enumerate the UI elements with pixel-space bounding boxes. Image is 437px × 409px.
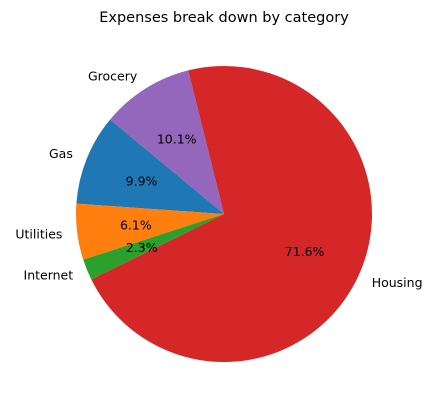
pie-slices [75,65,372,362]
slice-percent-internet: 2.3% [126,240,158,255]
slice-label-internet: Internet [24,268,74,283]
slice-label-gas: Gas [49,146,73,161]
chart-title: Expenses break down by category [99,10,349,26]
slice-label-utilities: Utilities [15,226,62,241]
slice-percent-utilities: 6.1% [120,217,152,232]
slice-percent-gas: 9.9% [126,173,158,188]
slice-label-housing: Housing [372,275,423,290]
slice-label-grocery: Grocery [88,69,138,84]
slice-percent-grocery: 10.1% [157,131,197,146]
pie-slice-grocery [110,70,224,214]
pie-slice-housing [91,65,372,362]
pie-labels: Grocery 10.1% Gas 9.9% Utilities 6.1% Internet… [15,69,422,290]
pie-slice-gas [76,119,224,214]
pie-slice-utilities [75,203,224,260]
slice-percent-housing: 71.6% [285,244,325,259]
pie-slice-internet [83,214,225,280]
